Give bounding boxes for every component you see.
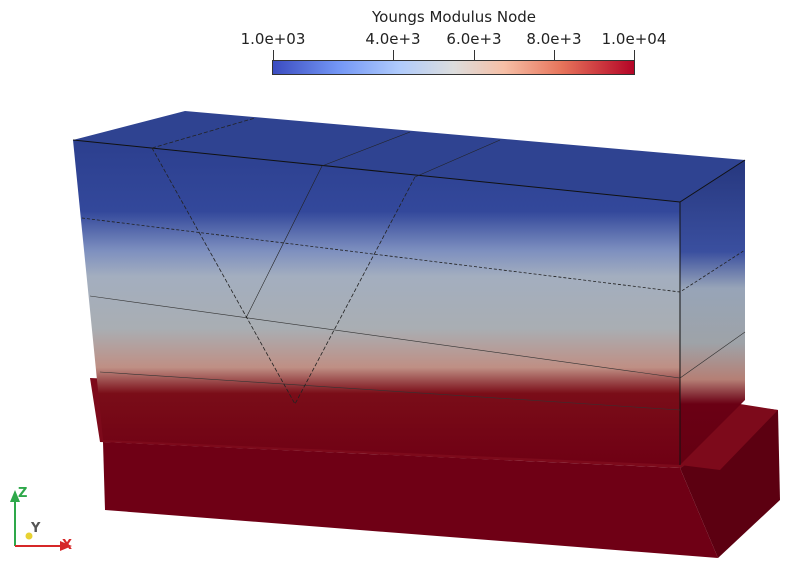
colorbar-tick-mark	[393, 50, 394, 60]
base-slab-front	[103, 442, 718, 558]
orientation-axes	[10, 490, 72, 551]
colorbar-tick-mark	[273, 50, 274, 60]
colorbar-tick-label: 6.0e+3	[446, 30, 502, 48]
base-step-top	[680, 404, 778, 470]
base-slab-right	[680, 410, 780, 558]
axis-z-label: Z	[18, 486, 28, 501]
main-block-front	[73, 140, 680, 465]
colorbar-tick-label: 4.0e+3	[365, 30, 421, 48]
colorbar-title: Youngs Modulus Node	[371, 8, 537, 26]
colorbar-tick-label: 1.0e+03	[240, 30, 306, 48]
colorbar-tick-label: 8.0e+3	[526, 30, 582, 48]
axis-y-label: Y	[31, 521, 41, 536]
colorbar-tick-mark	[634, 50, 635, 60]
colorbar-tick-mark	[554, 50, 555, 60]
main-block-top	[73, 111, 745, 202]
colorbar-tick-label: 1.0e+04	[601, 30, 667, 48]
colorbar	[272, 60, 635, 75]
main-block-side	[680, 160, 745, 465]
axis-x-label: X	[62, 538, 73, 553]
colorbar-tick-mark	[474, 50, 475, 60]
